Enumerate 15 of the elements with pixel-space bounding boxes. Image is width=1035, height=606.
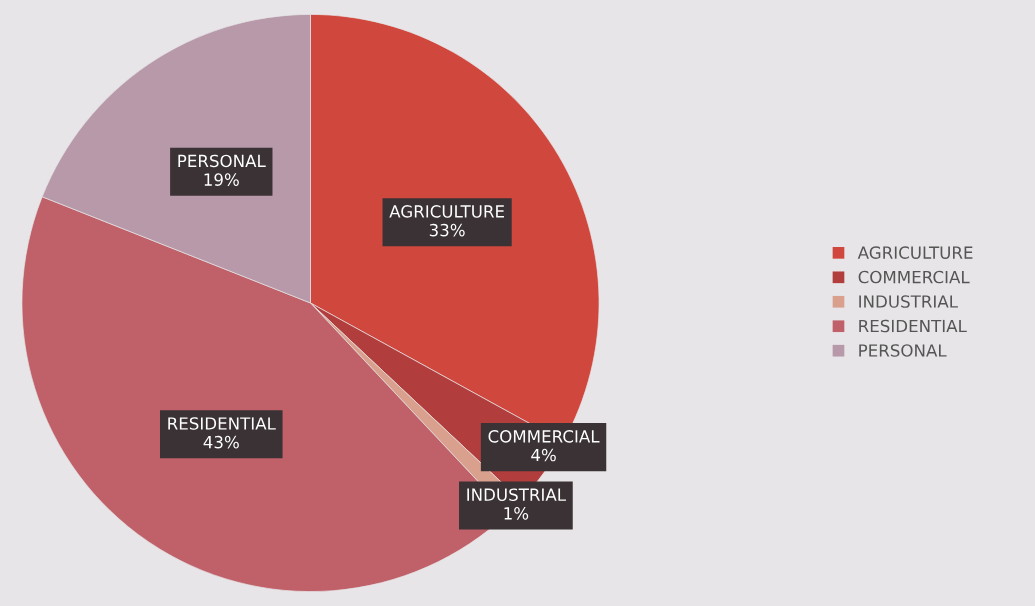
legend-label: AGRICULTURE: [857, 246, 973, 259]
data-label: 4%: [531, 448, 556, 462]
slice-label: RESIDENTIAL: [168, 417, 276, 430]
data-label: 43%: [203, 435, 239, 449]
data-label: 1%: [504, 507, 529, 520]
data-label: 33%: [429, 223, 465, 237]
slice-label: AGRICULTURE: [389, 205, 504, 218]
legend-label: PERSONAL: [859, 344, 947, 357]
slice-label: COMMERCIAL: [488, 430, 600, 443]
slice-label: INDUSTRIAL: [467, 488, 566, 502]
legend-label: INDUSTRIAL: [859, 295, 958, 308]
legend-label: COMMERCIAL: [858, 270, 970, 284]
slice-label: PERSONAL: [178, 154, 266, 168]
legend-label: RESIDENTIAL: [859, 319, 967, 333]
data-label: 19%: [204, 173, 239, 186]
